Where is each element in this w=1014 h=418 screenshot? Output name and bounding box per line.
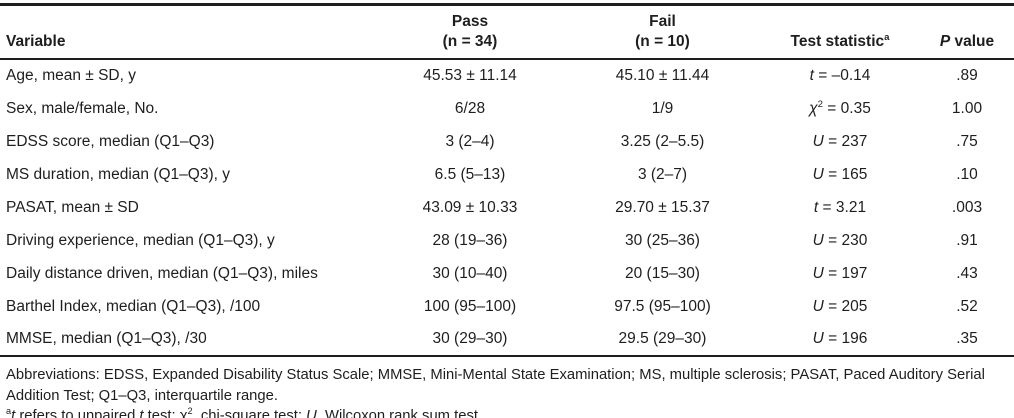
cell-fail: 30 (25–36) (625, 231, 700, 249)
statistical-note-segment: , chi-square test; (192, 408, 307, 418)
cell-p-value: .003 (951, 198, 983, 216)
cell-test-statistic: χ2 = 0.35 (809, 98, 871, 117)
table-row: Age, mean ± SD, y 45.53 ± 11.14 45.10 ± 11… (0, 59, 1014, 92)
cell-test-statistic: U = 237 (812, 132, 868, 150)
cell-test-statistic: t = –0.14 (809, 67, 871, 84)
cell-fail: 29.70 ± 15.37 (615, 198, 710, 216)
test-symbol: t (813, 198, 819, 216)
fail-n: (n = 10) (635, 33, 690, 50)
table-row: MS duration, median (Q1–Q3), y 6.5 (5–13)… (0, 158, 1014, 191)
test-symbol: U (812, 330, 824, 347)
cell-pass: 30 (10–40) (432, 264, 508, 282)
statistical-note-segment: U (306, 408, 317, 418)
cell-pass: 6/28 (454, 99, 486, 117)
cell-fail: 3 (2–7) (637, 165, 688, 183)
table-row: Daily distance driven, median (Q1–Q3), m… (0, 257, 1014, 290)
col-header-p-value: P value (920, 4, 1014, 60)
table-row: Barthel Index, median (Q1–Q3), /100 100 (… (0, 290, 1014, 323)
statistical-note-segment: , Wilcoxon rank sum test. (316, 408, 483, 418)
table-row: MMSE, median (Q1–Q3), /30 30 (29–30) 29.5 … (0, 323, 1014, 357)
cell-variable: Age, mean ± SD, y (6, 67, 136, 84)
cell-fail: 3.25 (2–5.5) (620, 132, 705, 150)
cell-pass: 30 (29–30) (375, 323, 565, 357)
test-symbol: U (812, 297, 824, 315)
cell-test-statistic: t = 3.21 (813, 198, 867, 216)
table-body: Age, mean ± SD, y 45.53 ± 11.14 45.10 ± 11… (0, 59, 1014, 357)
p-value-rest: value (950, 33, 995, 50)
cell-pass: 43.09 ± 10.33 (422, 198, 518, 216)
col-header-test-statistic: Test statistica (760, 4, 920, 60)
pass-n: (n = 34) (442, 33, 498, 50)
cell-fail: 1/9 (651, 99, 674, 117)
cell-p-value: 1.00 (951, 99, 983, 117)
cell-variable: Sex, male/female, No. (6, 99, 159, 117)
cell-fail: 45.10 ± 11.44 (615, 67, 710, 84)
cell-test-statistic: U = 230 (812, 231, 868, 249)
cell-fail: 29.5 (29–30) (565, 323, 760, 357)
cell-test-statistic: U = 196 (760, 323, 920, 357)
cell-p-value: .89 (956, 67, 978, 84)
col-header-pass: Pass (n = 34) (375, 4, 565, 60)
test-symbol: U (812, 132, 824, 150)
statistical-note-segment: test; (143, 408, 180, 418)
cell-variable: PASAT, mean ± SD (6, 198, 139, 216)
cell-p-value: .52 (956, 297, 978, 315)
test-symbol: t (809, 67, 814, 84)
cell-fail: 97.5 (95–100) (614, 297, 711, 315)
cell-p-value: .35 (920, 323, 1014, 357)
test-symbol: U (812, 165, 824, 183)
test-statistic-label: Test statistic (790, 33, 885, 50)
statistical-note: at refers to unpaired t test; χ2, chi-sq… (6, 406, 1008, 418)
cell-pass: 45.53 ± 11.14 (423, 67, 517, 84)
statistical-note-segment: χ (179, 408, 188, 418)
pass-label: Pass (451, 13, 489, 30)
cell-p-value: .91 (956, 231, 978, 249)
statistical-note-segment: t (11, 408, 16, 418)
cell-fail: 20 (15–30) (625, 264, 700, 282)
cell-p-value: .10 (956, 165, 978, 183)
cell-variable: Daily distance driven, median (Q1–Q3), m… (6, 264, 318, 282)
cell-variable: MMSE, median (Q1–Q3), /30 (0, 323, 375, 357)
cell-variable: MS duration, median (Q1–Q3), y (6, 165, 230, 183)
col-header-variable: Variable (0, 4, 375, 60)
stats-table: Variable Pass (n = 34) Fail (n = 10) Tes… (0, 3, 1014, 357)
table-row: Sex, male/female, No. 6/28 1/9 χ2 = 0.35 1.0… (0, 92, 1014, 125)
table-row: PASAT, mean ± SD 43.09 ± 10.33 29.70 ± 15.… (0, 191, 1014, 224)
cell-pass: 28 (19–36) (432, 231, 508, 249)
statistical-note-segment: a (6, 406, 12, 417)
cell-p-value: .75 (956, 132, 978, 150)
statistical-note-segment: t (139, 408, 144, 418)
cell-variable: Barthel Index, median (Q1–Q3), /100 (6, 297, 261, 315)
abbreviations-note: Abbreviations: EDSS, Expanded Disability… (6, 367, 985, 404)
cell-variable: Driving experience, median (Q1–Q3), y (6, 231, 275, 249)
test-statistic-footnote-marker: a (884, 31, 890, 43)
table-row: EDSS score, median (Q1–Q3) 3 (2–4) 3.25 (2… (0, 125, 1014, 158)
p-value-symbol: P (939, 33, 951, 50)
cell-test-statistic: U = 205 (812, 297, 868, 315)
cell-pass: 6.5 (5–13) (434, 165, 506, 183)
header-row: Variable Pass (n = 34) Fail (n = 10) Tes… (0, 4, 1014, 60)
table-row: Driving experience, median (Q1–Q3), y 28 … (0, 224, 1014, 257)
col-header-fail: Fail (n = 10) (565, 4, 760, 60)
cell-variable: EDSS score, median (Q1–Q3) (6, 132, 215, 150)
test-symbol: χ (809, 99, 818, 117)
cell-p-value: .43 (956, 264, 978, 282)
cell-pass: 100 (95–100) (423, 297, 517, 315)
test-symbol: U (812, 231, 824, 249)
statistical-note-segment: 2 (187, 406, 193, 417)
table-header: Variable Pass (n = 34) Fail (n = 10) Tes… (0, 4, 1014, 60)
cell-test-statistic: U = 197 (812, 264, 868, 282)
cell-pass: 3 (2–4) (445, 132, 495, 150)
test-symbol-exponent: 2 (817, 98, 823, 110)
footnotes: Abbreviations: EDSS, Expanded Disability… (0, 357, 1014, 418)
test-symbol: U (812, 264, 824, 282)
cell-test-statistic: U = 165 (812, 165, 868, 183)
statistical-note-segment: refers to unpaired (15, 408, 140, 418)
fail-label: Fail (649, 13, 676, 30)
